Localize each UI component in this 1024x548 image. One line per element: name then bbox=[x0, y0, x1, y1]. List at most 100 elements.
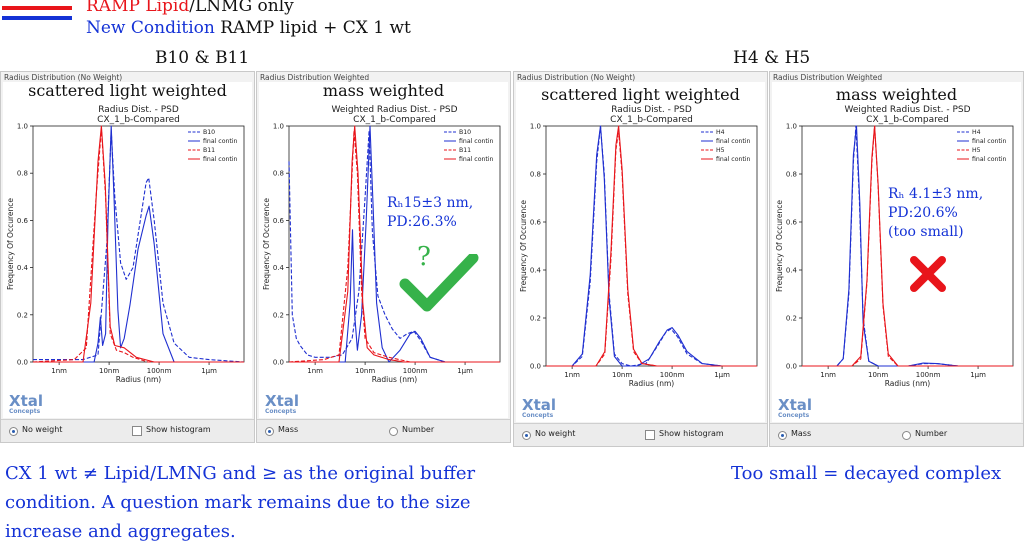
y-tick-label: 0.6 bbox=[530, 219, 542, 227]
no-weight-radio[interactable] bbox=[522, 431, 531, 440]
chart-title: Radius Dist. - PSD bbox=[611, 105, 692, 115]
footer-right-note: Too small = decayed complex bbox=[731, 463, 1002, 484]
x-tick-label: 100nm bbox=[147, 367, 172, 375]
y-tick-label: 0.0 bbox=[273, 359, 284, 367]
show-histogram-label: Show histogram bbox=[659, 429, 724, 438]
header-line-1: RAMP Lipid/LNMG only bbox=[86, 0, 294, 16]
legend-label: B10 bbox=[203, 129, 215, 136]
plot-frame bbox=[32, 125, 245, 363]
mass-label: Mass bbox=[791, 429, 812, 438]
x-tick-label: 10nm bbox=[612, 371, 632, 379]
chart-subtitle: CX_1_b-Compared bbox=[97, 115, 180, 125]
logo-main: Xtal bbox=[265, 392, 299, 410]
chart-svg-4: Weighted Radius Dist. - PSDCX_1_b-Compar… bbox=[775, 105, 1014, 388]
y-tick-label: 0.8 bbox=[530, 171, 541, 179]
check-mark-icon bbox=[399, 254, 479, 312]
rh-annotation: Rₕ15±3 nm, PD:26.3% bbox=[387, 194, 473, 232]
x-axis-label: Radius (nm) bbox=[885, 379, 931, 388]
x-tick-label: 1nm bbox=[307, 367, 323, 375]
panel-window-title: Radius Distribution Weighted bbox=[773, 73, 883, 82]
chart-subtitle: CX_1_b-Compared bbox=[353, 115, 436, 125]
no-weight-label: No weight bbox=[535, 429, 576, 438]
legend-label: final contin bbox=[203, 138, 238, 145]
legend-label: B11 bbox=[459, 147, 471, 154]
legend-label: H5 bbox=[972, 147, 981, 154]
show-histogram-checkbox[interactable] bbox=[645, 430, 655, 440]
chart-title: Radius Dist. - PSD bbox=[98, 105, 179, 115]
chart-svg-2: Weighted Radius Dist. - PSDCX_1_b-Compar… bbox=[262, 105, 501, 384]
show-histogram-label: Show histogram bbox=[146, 425, 211, 434]
logo-main: Xtal bbox=[9, 392, 43, 410]
y-tick-label: 0.2 bbox=[530, 315, 541, 323]
x-axis-label: Radius (nm) bbox=[629, 379, 675, 388]
footer-line-2: condition. A question mark remains due t… bbox=[5, 492, 471, 513]
blue-legend-line bbox=[2, 16, 72, 20]
y-tick-label: 0.4 bbox=[273, 264, 285, 272]
number-label: Number bbox=[915, 429, 948, 438]
y-axis-label: Frequency Of Occurence bbox=[6, 198, 15, 290]
note-line-3: (too small) bbox=[888, 224, 964, 240]
show-histogram-checkbox[interactable] bbox=[132, 426, 142, 436]
plot-area: Radius Dist. - PSD CX_1_b-Compared 0.0 0.2 0… bbox=[516, 82, 765, 422]
options-bar: No weight Show histogram bbox=[1, 419, 254, 442]
note-line-2: PD:20.6% bbox=[888, 205, 958, 221]
y-tick-label: 1.0 bbox=[17, 123, 28, 131]
group-label-left: B10 & B11 bbox=[155, 48, 250, 68]
note-line-1: Rₕ 4.1±3 nm, bbox=[888, 186, 984, 202]
number-label: Number bbox=[402, 425, 435, 434]
legend-label: final contin bbox=[203, 156, 238, 163]
mass-radio[interactable] bbox=[265, 427, 274, 436]
header-line-2: New Condition RAMP lipid + CX 1 wt bbox=[86, 18, 411, 38]
y-axis-label: Frequency Of Occurence bbox=[519, 200, 528, 292]
y-tick-label: 1.0 bbox=[786, 123, 797, 131]
x-tick-label: 10nm bbox=[99, 367, 119, 375]
x-tick-label: 1nm bbox=[820, 371, 836, 379]
group-label-right: H4 & H5 bbox=[733, 48, 811, 68]
chart-subtitle: CX_1_b-Compared bbox=[610, 115, 693, 125]
rh-annotation: Rₕ 4.1±3 nm, PD:20.6% (too small) bbox=[888, 185, 983, 242]
x-tick-label: 100nm bbox=[403, 367, 428, 375]
header-blue-label: New Condition bbox=[86, 18, 215, 38]
xtal-logo: Xtal Concepts bbox=[778, 398, 812, 420]
x-axis-label: Radius (nm) bbox=[116, 375, 162, 384]
number-radio[interactable] bbox=[389, 427, 398, 436]
logo-sub: Concepts bbox=[265, 408, 297, 415]
options-bar: Mass Number bbox=[770, 423, 1023, 446]
series-line-1 bbox=[288, 130, 500, 363]
mass-radio[interactable] bbox=[778, 431, 787, 440]
legend-label: final contin bbox=[716, 156, 751, 163]
plot-area: Weighted Radius Dist. - PSD CX_1_b-Compar… bbox=[772, 82, 1021, 422]
number-radio[interactable] bbox=[902, 431, 911, 440]
legend-label: final contin bbox=[972, 156, 1007, 163]
y-tick-label: 0.0 bbox=[786, 363, 797, 371]
y-tick-label: 0.8 bbox=[273, 170, 284, 178]
panel-window-title: Radius Distribution (No Weight) bbox=[517, 73, 636, 82]
chart-title: Weighted Radius Dist. - PSD bbox=[844, 105, 970, 115]
legend-label: H4 bbox=[716, 129, 725, 136]
y-tick-label: 0.6 bbox=[786, 219, 798, 227]
y-tick-label: 0.8 bbox=[17, 170, 28, 178]
x-tick-label: 1μm bbox=[970, 371, 986, 379]
y-tick-label: 0.8 bbox=[786, 171, 797, 179]
series-line-4 bbox=[289, 125, 500, 363]
y-tick-label: 0.4 bbox=[786, 267, 798, 275]
footer-left-note: CX 1 wt ≠ Lipid/LMNG and ≥ as the origin… bbox=[5, 459, 475, 546]
chart-title: Weighted Radius Dist. - PSD bbox=[331, 105, 457, 115]
xtal-logo: Xtal Concepts bbox=[265, 392, 299, 416]
chart-panel-2: Radius Distribution Weighted Weighted Ra… bbox=[256, 71, 511, 443]
legend-label: final contin bbox=[716, 138, 751, 145]
x-tick-label: 1μm bbox=[457, 367, 473, 375]
plot-area: Radius Dist. - PSD CX_1_b-Compared 0.0 0.2 0… bbox=[3, 81, 252, 418]
series-line-4 bbox=[802, 125, 1013, 367]
logo-sub: Concepts bbox=[778, 412, 810, 419]
red-legend-line bbox=[2, 6, 72, 10]
plot-frame bbox=[288, 125, 501, 363]
x-tick-label: 1μm bbox=[201, 367, 217, 375]
plot-area: Weighted Radius Dist. - PSD CX_1_b-Compar… bbox=[259, 81, 508, 418]
legend-label: final contin bbox=[459, 156, 494, 163]
header-red-label: RAMP Lipid bbox=[86, 0, 190, 16]
no-weight-radio[interactable] bbox=[9, 427, 18, 436]
x-tick-label: 100nm bbox=[660, 371, 685, 379]
legend-label: final contin bbox=[972, 138, 1007, 145]
